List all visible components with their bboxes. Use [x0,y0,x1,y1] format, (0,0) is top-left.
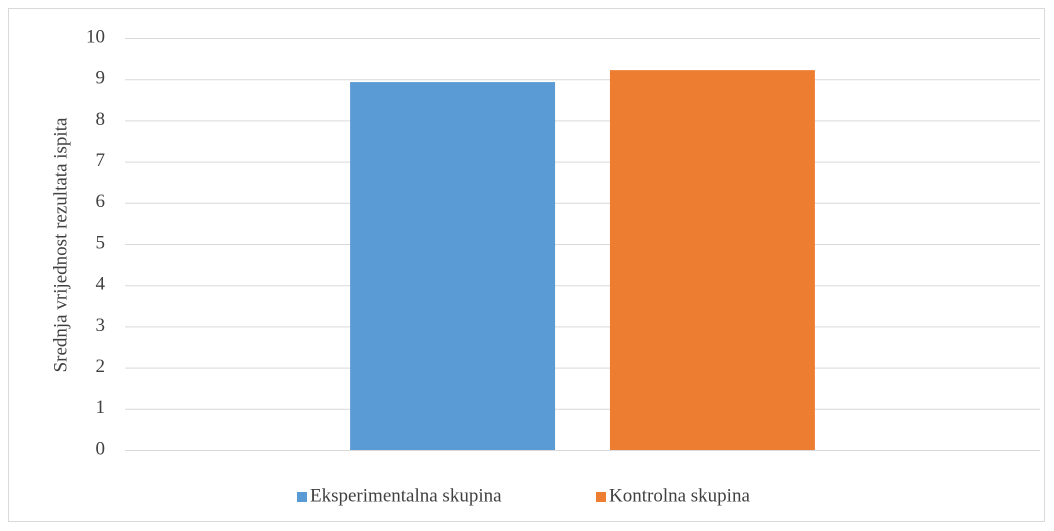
legend-swatch [596,492,606,502]
y-tick-label: 7 [96,150,106,171]
y-axis-label: Srednja vrijednost rezultata ispita [50,117,71,372]
y-tick-label: 5 [96,232,106,253]
y-tick-label: 10 [86,26,105,47]
y-tick-label: 1 [96,397,106,418]
legend-label: Eksperimentalna skupina [310,485,502,506]
y-tick-label: 9 [96,68,106,89]
y-tick-label: 2 [96,356,106,377]
bar [609,70,815,451]
bar [350,82,556,451]
y-tick-label: 0 [96,438,106,459]
y-tick-label: 3 [96,315,106,336]
y-tick-label: 6 [96,191,106,212]
legend-swatch [297,492,307,502]
legend-label: Kontrolna skupina [609,485,750,506]
y-tick-label: 4 [96,274,106,295]
y-tick-label: 8 [96,109,106,130]
